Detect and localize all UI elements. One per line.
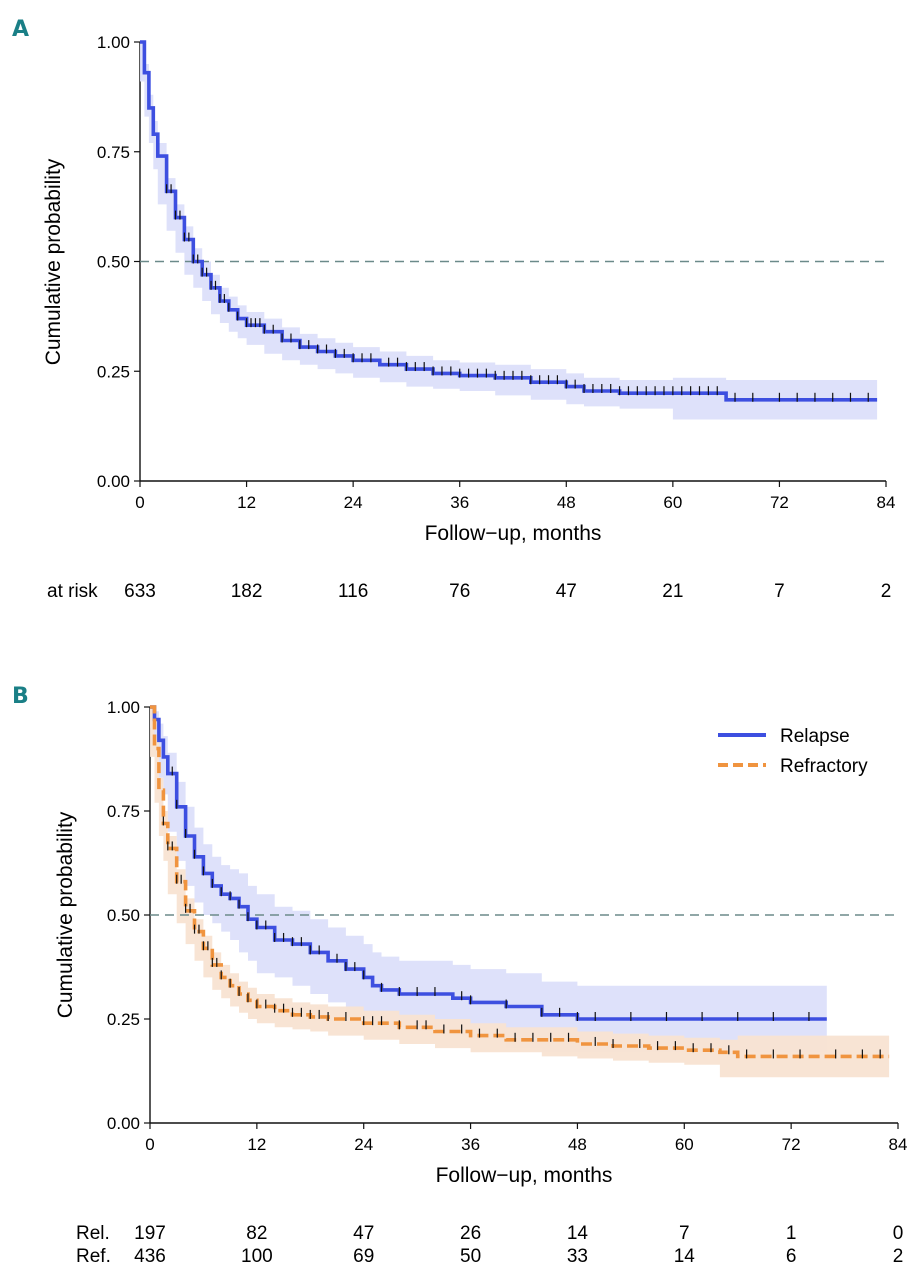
- panel-a-x-tick-label: 60: [663, 493, 682, 512]
- panel-b-y-tick-label: 0.75: [107, 802, 140, 821]
- panel-b-at-risk-value: 47: [353, 1223, 374, 1244]
- panel-a-at-risk-value: 47: [556, 581, 577, 602]
- panel-a-y-tick-label: 1.00: [97, 33, 130, 52]
- panel-b-x-tick-label: 60: [675, 1135, 694, 1154]
- panel-b: B Follow−up, months Cumulative probabili…: [12, 684, 907, 1267]
- at-risk-label-a: at risk: [47, 581, 98, 602]
- panel-a-x-tick-label: 72: [770, 493, 789, 512]
- panel-b-at-risk-value: 33: [567, 1246, 588, 1267]
- panel-b-at-risk-value: 1: [786, 1223, 797, 1244]
- panel-a-x-tick-label: 84: [877, 493, 896, 512]
- panel-b-at-risk-value: 6: [786, 1246, 797, 1267]
- panel-a-y-tick-label: 0.50: [97, 253, 130, 272]
- panel-b-ci-band-relapse: [150, 707, 827, 1053]
- panel-b-at-risk-value: 7: [679, 1223, 690, 1244]
- panel-b-ci-band-refractory: [150, 707, 890, 1078]
- y-axis-title-a: Cumulative probability: [42, 158, 65, 365]
- at-risk-label-relapse: Rel.: [76, 1223, 110, 1244]
- x-axis-title-b: Follow−up, months: [436, 1164, 613, 1187]
- panel-a-ci-band-all-patients: [140, 42, 878, 420]
- x-axis-title-a: Follow−up, months: [425, 522, 602, 545]
- panel-a-at-risk-value: 2: [881, 581, 892, 602]
- panel-a: A Follow−up, months Cumulative probabili…: [12, 17, 895, 602]
- panel-a-x-tick-label: 12: [237, 493, 256, 512]
- panel-a-x-tick-label: 0: [135, 493, 144, 512]
- panel-a-y-tick-label: 0.75: [97, 143, 130, 162]
- panel-b-at-risk-value: 50: [460, 1246, 481, 1267]
- panel-b-x-tick-label: 72: [782, 1135, 801, 1154]
- panel-a-x-tick-label: 36: [450, 493, 469, 512]
- panel-b-x-tick-label: 84: [889, 1135, 908, 1154]
- panel-b-at-risk-value: 436: [134, 1246, 166, 1267]
- panel-b-at-risk-value: 14: [567, 1223, 589, 1244]
- panel-a-at-risk-value: 7: [774, 581, 785, 602]
- panel-b-x-tick-label: 36: [461, 1135, 480, 1154]
- panel-b-x-tick-label: 48: [568, 1135, 587, 1154]
- panel-a-survival-line-all-patients: [140, 40, 878, 402]
- panel-a-at-risk-value: 76: [449, 581, 470, 602]
- legend: Relapse Refractory: [718, 726, 868, 777]
- panel-b-at-risk-value: 26: [460, 1223, 481, 1244]
- legend-label-refractory: Refractory: [780, 756, 868, 777]
- panel-b-y-tick-label: 0.00: [107, 1114, 140, 1133]
- panel-b-y-tick-label: 0.25: [107, 1010, 140, 1029]
- panel-b-at-risk-value: 2: [893, 1246, 904, 1267]
- panel-a-y-tick-label: 0.25: [97, 362, 130, 381]
- panel-b-at-risk-value: 0: [893, 1223, 904, 1244]
- y-axis-title-b: Cumulative probability: [54, 811, 77, 1018]
- panel-b-at-risk-value: 69: [353, 1246, 374, 1267]
- panel-a-at-risk-value: 21: [662, 581, 683, 602]
- panel-a-x-tick-label: 48: [557, 493, 576, 512]
- at-risk-label-refractory: Ref.: [76, 1246, 111, 1267]
- panel-a-at-risk-value: 116: [338, 581, 368, 602]
- panel-a-x-tick-label: 24: [344, 493, 363, 512]
- panel-b-x-tick-label: 12: [247, 1135, 266, 1154]
- panel-a-at-risk-value: 182: [231, 581, 263, 602]
- panel-b-x-tick-label: 0: [145, 1135, 154, 1154]
- panel-b-at-risk-value: 14: [674, 1246, 696, 1267]
- legend-label-relapse: Relapse: [780, 726, 850, 747]
- panel-letter-b: B: [12, 684, 29, 709]
- panel-a-y-tick-label: 0.00: [97, 472, 130, 491]
- panel-b-at-risk-value: 197: [134, 1223, 166, 1244]
- panel-b-y-tick-label: 0.50: [107, 906, 140, 925]
- panel-b-at-risk-value: 100: [241, 1246, 273, 1267]
- panel-b-survival-line-refractory: [150, 705, 890, 1059]
- panel-b-x-tick-label: 24: [354, 1135, 373, 1154]
- panel-letter-a: A: [12, 17, 29, 42]
- panel-a-at-risk-value: 633: [124, 581, 156, 602]
- panel-b-y-tick-label: 1.00: [107, 698, 140, 717]
- panel-b-at-risk-value: 82: [246, 1223, 267, 1244]
